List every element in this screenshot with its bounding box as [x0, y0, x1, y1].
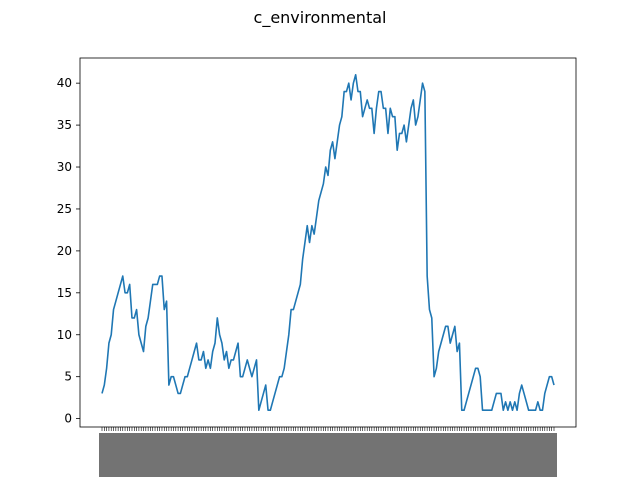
- x-tick-labels-overlapped: [99, 433, 557, 477]
- y-tick-label: 15: [57, 286, 72, 300]
- y-tick-label: 25: [57, 202, 72, 216]
- chart-title: c_environmental: [254, 8, 387, 28]
- series-line: [101, 73, 555, 412]
- y-tick-label: 5: [64, 370, 72, 384]
- y-tick-label: 10: [57, 328, 72, 342]
- y-axis: 0 5 10 15 20 25 30 35 40: [57, 76, 80, 426]
- y-tick-label: 0: [64, 412, 72, 426]
- y-tick-label: 20: [57, 244, 72, 258]
- y-tick-label: 30: [57, 160, 72, 174]
- plot-frame: [79, 57, 577, 428]
- series-layer: [101, 73, 555, 412]
- y-tick-label: 35: [57, 118, 72, 132]
- x-axis: [99, 427, 557, 477]
- y-tick-label: 40: [57, 76, 72, 90]
